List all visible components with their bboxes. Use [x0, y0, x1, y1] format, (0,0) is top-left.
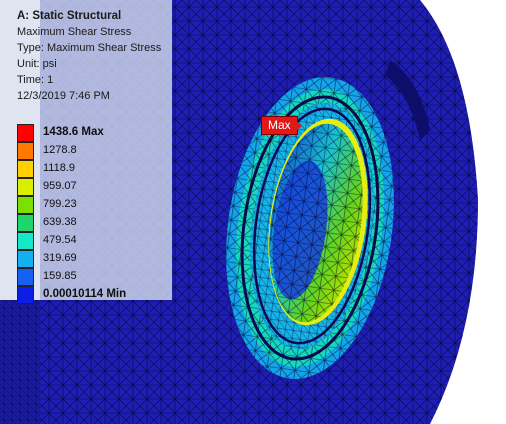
- legend-value-label: 0.00010114 Min: [43, 288, 127, 300]
- face-detail: [385, 60, 430, 140]
- lower-rim-mesh: [0, 300, 40, 424]
- legend-swatch: [17, 214, 34, 232]
- legend-swatch: [17, 142, 34, 160]
- legend-value-label: 159.85: [43, 270, 77, 282]
- max-probe-label[interactable]: Max: [261, 116, 298, 135]
- legend-value-label: 1118.9: [43, 162, 76, 174]
- max-probe-pointer: [296, 121, 302, 131]
- legend-swatch: [17, 286, 34, 304]
- legend-swatch: [17, 268, 34, 286]
- result-time: Time: 1: [17, 74, 54, 86]
- legend-swatch: [17, 178, 34, 196]
- legend-value-label: 639.38: [43, 216, 77, 228]
- legend-swatch: [17, 160, 34, 178]
- legend-value-label: 799.23: [43, 198, 77, 210]
- results-info-panel: A: Static Structural Maximum Shear Stres…: [0, 0, 172, 304]
- legend-value-label: 1438.6 Max: [43, 126, 104, 138]
- groove-ring-inner: [252, 107, 372, 345]
- result-unit: Unit: psi: [17, 58, 57, 70]
- legend-value-label: 479.54: [43, 234, 77, 246]
- legend-value-label: 959.07: [43, 180, 77, 192]
- result-name: Maximum Shear Stress: [17, 26, 132, 38]
- bore-mesh: [269, 123, 363, 323]
- analysis-title: A: Static Structural: [17, 10, 122, 22]
- legend-value-label: 319.69: [43, 252, 77, 264]
- result-type: Type: Maximum Shear Stress: [17, 42, 162, 54]
- result-timestamp: 12/3/2019 7:46 PM: [17, 90, 110, 102]
- groove-ring-outer: [240, 95, 380, 361]
- legend-swatch: [17, 124, 34, 142]
- legend-swatch: [17, 196, 34, 214]
- legend-swatch: [17, 232, 34, 250]
- legend-value-label: 1278.8: [43, 144, 77, 156]
- legend-swatch: [17, 250, 34, 268]
